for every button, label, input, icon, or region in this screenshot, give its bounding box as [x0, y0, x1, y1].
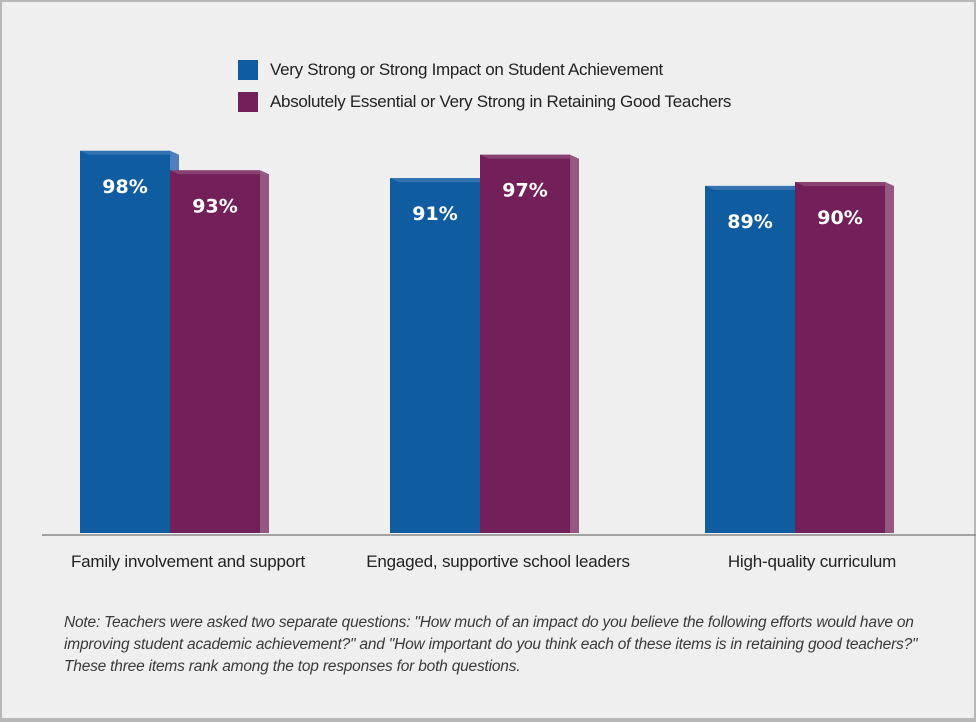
bar-family-achievement [80, 150, 179, 534]
legend-swatch-blue [238, 60, 258, 80]
bar-leaders-achievement [390, 178, 489, 533]
bar-front [795, 182, 885, 533]
bar-front [705, 185, 795, 533]
data-label-curriculum-retaining: 90% [817, 207, 862, 229]
bar-top [80, 150, 179, 155]
data-label-family-achievement: 98% [102, 176, 147, 198]
bar-front [480, 154, 570, 533]
legend-label-achievement: Very Strong or Strong Impact on Student … [270, 60, 663, 79]
bar-side [260, 170, 269, 534]
legend-item-achievement: Very Strong or Strong Impact on Student … [238, 58, 731, 82]
bar-curriculum-achievement [705, 185, 804, 533]
category-label-family: Family involvement and support [70, 552, 305, 571]
bar-family-retaining [170, 170, 269, 534]
bar-front [170, 170, 260, 534]
bar-side [885, 182, 894, 533]
bar-curriculum-retaining [795, 182, 894, 533]
data-label-leaders-achievement: 91% [412, 203, 457, 225]
bar-front [390, 178, 480, 533]
data-label-family-retaining: 93% [192, 195, 237, 217]
data-label-curriculum-achievement: 89% [727, 211, 772, 233]
bar-top [795, 182, 894, 186]
legend-label-retaining: Absolutely Essential or Very Strong in R… [270, 92, 732, 111]
bar-front [80, 150, 170, 534]
bar-top [170, 170, 269, 175]
footnote: Note: Teachers were asked two separate q… [64, 614, 918, 675]
data-label-leaders-retaining: 97% [502, 180, 547, 202]
bar-leaders-retaining [480, 154, 579, 533]
bar-top [705, 185, 804, 190]
bar-top [480, 154, 579, 159]
bar-chart: 98% 93% 91% 97% 89% 90% [42, 150, 976, 536]
category-label-leaders: Engaged, supportive school leaders [366, 552, 630, 571]
legend-item-retaining: Absolutely Essential or Very Strong in R… [238, 90, 731, 114]
bar-side [570, 154, 579, 533]
legend-swatch-purple [238, 92, 258, 112]
legend: Very Strong or Strong Impact on Student … [238, 58, 731, 122]
bar-top [390, 178, 489, 183]
category-label-curriculum: High-quality curriculum [727, 552, 897, 571]
